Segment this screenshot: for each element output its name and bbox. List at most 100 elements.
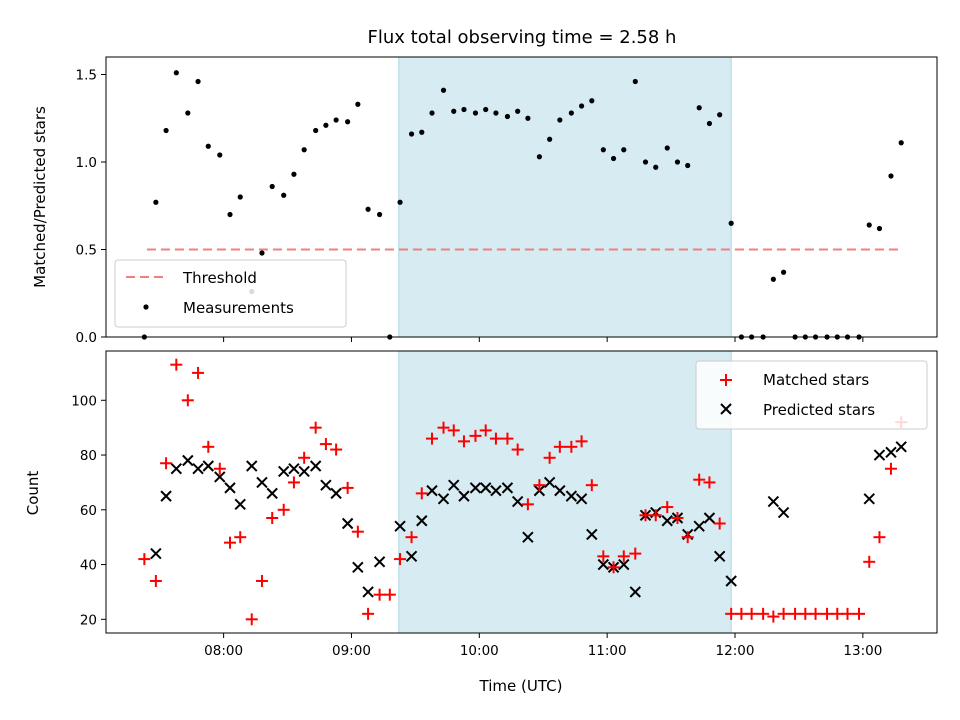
predicted-star-point — [863, 493, 875, 505]
matched-star-point — [149, 574, 162, 587]
measurement-point — [642, 159, 649, 165]
matched-star-point — [853, 607, 866, 620]
matched-star-point — [394, 553, 407, 566]
bottom-axes-frame — [105, 350, 938, 634]
measurement-point — [440, 87, 447, 93]
bottom-y-tick-label: 60 — [80, 503, 97, 519]
count-points — [138, 358, 908, 626]
matched-star-point — [457, 435, 470, 448]
matched-star-point — [383, 588, 396, 601]
matched-star-point — [831, 607, 844, 620]
matched-star-point — [170, 358, 183, 371]
predicted-star-point — [703, 512, 716, 524]
matched-star-point — [617, 550, 630, 563]
legend-matched-label: Matched stars — [763, 371, 869, 389]
predicted-star-point — [416, 515, 428, 527]
predicted-star-point — [693, 520, 705, 532]
matched-star-point — [192, 366, 205, 379]
predicted-star-point — [256, 476, 268, 489]
matched-star-point — [671, 512, 684, 525]
measurement-point — [365, 206, 371, 212]
x-tick-label: 08:00 — [204, 643, 243, 659]
predicted-star-point — [777, 506, 790, 519]
measurement-point — [493, 110, 499, 116]
measurement-point — [185, 110, 191, 116]
measurement-point — [163, 127, 169, 134]
legend-threshold-label: Threshold — [182, 269, 257, 287]
matched-star-point — [426, 432, 439, 445]
matched-star-point — [533, 479, 546, 492]
matched-star-point — [415, 487, 428, 500]
measurement-point — [536, 154, 542, 160]
matched-star-point — [799, 607, 812, 620]
predicted-star-point — [873, 449, 886, 461]
predicted-star-point — [543, 476, 556, 489]
measurement-point — [313, 127, 319, 134]
matched-star-point — [330, 443, 343, 456]
measurement-point — [685, 162, 691, 169]
matched-star-point — [629, 547, 642, 560]
predicted-star-point — [394, 520, 406, 532]
bottom-observing-window — [398, 350, 732, 634]
matched-star-point — [341, 481, 354, 494]
measurement-point — [291, 171, 297, 177]
predicted-star-point — [575, 493, 588, 505]
top-y-tick-label: 0.0 — [76, 330, 97, 346]
x-tick-label: 12:00 — [716, 643, 755, 659]
predicted-star-point — [458, 490, 470, 502]
measurement-point — [355, 101, 361, 107]
predicted-star-point — [522, 531, 534, 543]
measurement-point — [557, 117, 563, 123]
matched-star-point — [521, 498, 534, 511]
predicted-star-point — [182, 454, 194, 467]
measurement-point — [632, 78, 638, 85]
x-tick-label: 10:00 — [460, 643, 499, 659]
predicted-star-point — [298, 465, 310, 478]
predicted-star-point — [309, 460, 322, 472]
predicted-star-point — [362, 586, 374, 598]
matched-star-point — [277, 503, 290, 516]
predicted-star-point — [661, 515, 673, 527]
matched-star-point — [713, 517, 726, 530]
measurement-point — [345, 119, 351, 125]
top-y-tick-label: 0.5 — [76, 243, 97, 259]
top-y-tick-label: 1.5 — [76, 68, 97, 84]
measurement-point — [898, 140, 904, 146]
predicted-star-point — [320, 479, 332, 491]
predicted-star-point — [479, 482, 492, 494]
matched-star-point — [266, 512, 279, 525]
matched-star-point — [298, 451, 311, 464]
top-panel: 0.0 0.5 1.0 1.5 Matched/Predicted stars Thr… — [31, 56, 938, 346]
predicted-star-point — [448, 479, 460, 491]
measurement-points — [141, 70, 904, 340]
predicted-star-point — [288, 463, 300, 475]
measurement-point — [578, 103, 585, 109]
matched-star-point — [479, 424, 492, 437]
bottom-y-tick-label: 100 — [71, 393, 97, 409]
top-axes-frame — [105, 56, 938, 338]
matched-star-point — [543, 451, 556, 464]
x-tick-label: 09:00 — [332, 643, 371, 659]
predicted-star-point — [330, 487, 342, 500]
measurement-point — [589, 98, 595, 104]
top-legend: Threshold Measurements — [114, 259, 347, 328]
predicted-star-point — [277, 465, 290, 478]
top-legend-box — [114, 259, 347, 328]
predicted-star-point — [150, 547, 162, 560]
bottom-y-tick-label: 20 — [80, 612, 97, 628]
measurement-point — [173, 70, 179, 76]
measurement-point — [419, 129, 425, 135]
measurement-point — [621, 147, 627, 153]
measurement-point — [728, 220, 734, 226]
measurement-point — [664, 145, 670, 151]
matched-star-point — [745, 607, 758, 620]
measurement-point — [706, 120, 713, 127]
predicted-star-point — [501, 482, 514, 494]
bottom-y-axis-label: Count — [24, 471, 42, 516]
predicted-star-point — [767, 495, 780, 508]
matched-star-point — [160, 457, 173, 470]
measurement-point — [674, 159, 681, 165]
measurement-point — [217, 152, 223, 158]
predicted-star-point — [629, 586, 641, 598]
matched-star-point — [841, 607, 854, 620]
